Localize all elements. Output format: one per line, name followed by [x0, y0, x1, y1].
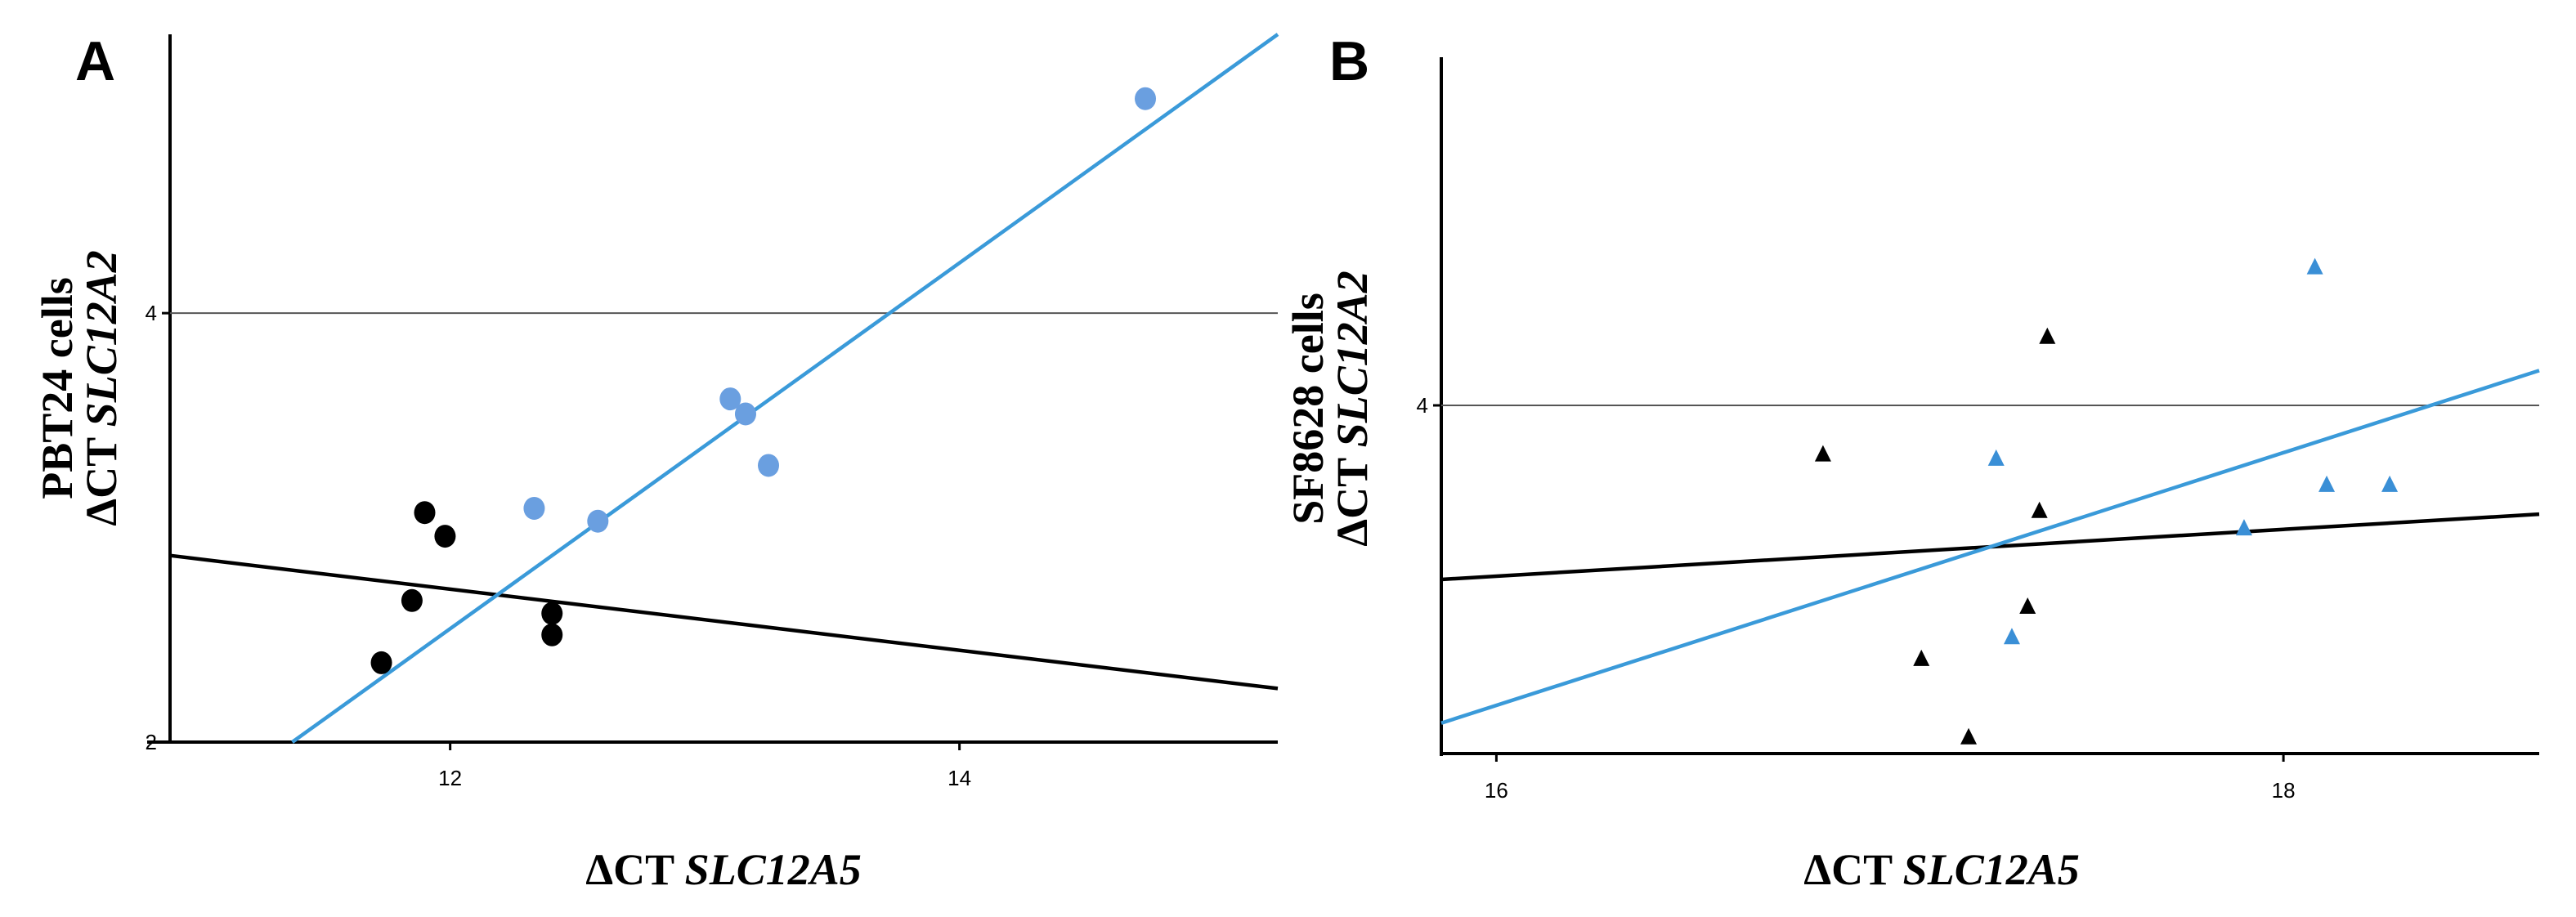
data-point-black [370, 651, 392, 674]
x-tick-label: 12 [438, 766, 462, 790]
data-point-black [414, 501, 436, 525]
data-point-blue [734, 402, 756, 426]
x-tick-label: 16 [1485, 778, 1508, 803]
data-point-blue [758, 454, 780, 477]
data-point-black [541, 623, 563, 646]
panel-a-fit-lines [169, 33, 1279, 744]
data-point-blue [2003, 628, 2020, 645]
data-point-black [401, 588, 423, 612]
data-point-blue [719, 387, 741, 411]
fit-line-blue [1440, 369, 2540, 725]
panel-b-fit-lines [1440, 369, 2540, 725]
data-point-blue [2235, 519, 2252, 536]
data-point-blue [2306, 257, 2323, 275]
panel-a-y-axis-title-line1: PBT24 cells [33, 277, 82, 499]
panel-a-ticks: 12 14 2 4 [146, 301, 972, 790]
data-point-blue [2381, 475, 2399, 492]
panel-b-y-axis-title-line2: ΔCT SLC12A2 [1328, 271, 1377, 546]
data-point-black [2031, 501, 2048, 518]
data-point-blue [1987, 449, 2005, 466]
data-point-blue [587, 509, 609, 533]
data-point-blue [1135, 87, 1157, 110]
data-point-black [1814, 445, 1831, 462]
panel-a-points [370, 87, 1157, 674]
fit-line-black [169, 553, 1279, 691]
panel-a: A 12 14 2 4 ΔCT SLC12A5 PBT24 cells ΔCT SLC… [33, 30, 1279, 894]
data-point-black [2019, 597, 2036, 614]
x-tick-label: 18 [2272, 778, 2296, 803]
panel-b-y-axis-title-line1: SF8628 cells [1284, 293, 1333, 524]
panel-a-letter: A [75, 30, 115, 92]
panel-b-x-axis-title: ΔCT SLC12A5 [1803, 845, 2079, 894]
panel-a-y-axis-title-line2: ΔCT SLC12A2 [77, 250, 126, 526]
panel-b: B 16 18 4 ΔCT SLC12A5 SF8628 cells ΔCT SLC… [1284, 30, 2540, 894]
panel-b-letter: B [1329, 30, 1369, 92]
data-point-blue [2318, 475, 2336, 492]
data-point-black [1960, 727, 1978, 745]
fit-line-blue [291, 33, 1279, 744]
data-point-blue [523, 496, 545, 520]
y-tick-label: 4 [1417, 393, 1428, 418]
y-tick-label: 4 [146, 301, 157, 325]
panel-b-ticks: 16 18 4 [1417, 393, 2296, 803]
panel-a-x-axis-title: ΔCT SLC12A5 [585, 845, 861, 894]
data-point-black [541, 602, 563, 625]
x-tick-label: 14 [948, 766, 971, 790]
data-point-black [2039, 327, 2056, 344]
data-point-black [434, 525, 456, 548]
panel-b-points [1814, 257, 2399, 745]
data-point-black [1913, 649, 1930, 666]
y-tick-label: 2 [146, 730, 157, 754]
